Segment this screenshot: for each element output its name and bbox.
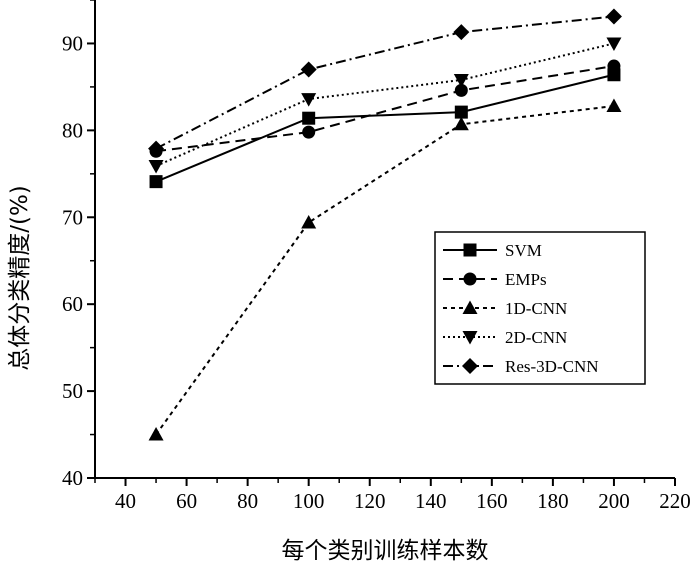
data-point-emps (454, 83, 468, 97)
x-axis-label: 每个类别训练样本数 (282, 538, 489, 564)
x-tick-label: 40 (115, 489, 136, 513)
y-tick-label: 80 (62, 118, 83, 142)
series-1d-cnn (148, 98, 622, 441)
series-svm (149, 68, 621, 189)
series-layer (148, 8, 622, 441)
x-tick-label: 200 (598, 489, 630, 513)
x-tick-label: 140 (415, 489, 447, 513)
series-line-2d-cnn (155, 42, 615, 167)
series-2d-cnn (148, 37, 622, 174)
series-line-emps (155, 65, 615, 153)
legend-marker-res-3d-cnn (462, 358, 478, 374)
data-point-svm (454, 105, 468, 119)
legend-label-2d-cnn: 2D-CNN (505, 328, 567, 347)
legend-marker-emps (463, 272, 477, 286)
data-point-emps (607, 59, 621, 73)
series-line-1d-cnn (155, 105, 615, 436)
x-tick-label: 120 (354, 489, 386, 513)
legend-label-emps: EMPs (505, 270, 547, 289)
data-point-res-3d-cnn (148, 140, 165, 157)
legend-label-1d-cnn: 1D-CNN (505, 299, 567, 318)
data-point-1d-cnn (148, 427, 164, 441)
data-point-svm (302, 111, 316, 125)
x-tick-label: 220 (659, 489, 691, 513)
legend-marker-svm (463, 243, 477, 257)
series-res-3d-cnn (148, 8, 622, 157)
legend-label-res-3d-cnn: Res-3D-CNN (505, 357, 599, 376)
data-point-svm (149, 175, 163, 189)
data-point-res-3d-cnn (605, 8, 622, 25)
data-point-res-3d-cnn (300, 61, 317, 78)
series-line-svm (155, 73, 615, 183)
data-point-res-3d-cnn (453, 24, 470, 41)
x-tick-label: 60 (176, 489, 197, 513)
axes (94, 0, 675, 479)
y-axis-label: 总体分类精度/(%) (7, 185, 33, 371)
data-point-2d-cnn (606, 37, 622, 51)
series-emps (149, 59, 621, 158)
x-tick-label: 80 (237, 489, 258, 513)
y-tick-label: 70 (62, 205, 83, 229)
y-tick-label: 40 (62, 466, 83, 490)
data-point-1d-cnn (606, 98, 622, 113)
data-point-1d-cnn (301, 214, 317, 229)
series-line-res-3d-cnn (155, 15, 615, 150)
ticks: 40 60 80 100 120 140 160 180 200 220 40 50 60 70 80 90 (62, 0, 691, 513)
legend-marker-2d-cnn (462, 331, 478, 345)
data-point-2d-cnn (148, 159, 164, 174)
x-tick-label: 160 (476, 489, 508, 513)
data-point-2d-cnn (301, 93, 317, 107)
legend-label-svm: SVM (505, 241, 542, 260)
data-point-1d-cnn (453, 116, 469, 131)
y-tick-label: 50 (62, 379, 83, 403)
y-tick-label: 90 (62, 31, 83, 55)
x-tick-label: 180 (537, 489, 569, 513)
legend: SVM EMPs 1D-CNN 2D-CNN Res-3D-CNN (434, 231, 646, 385)
data-point-emps (302, 125, 316, 139)
legend-marker-1d-cnn (462, 300, 478, 314)
y-tick-label: 60 (62, 292, 83, 316)
data-point-2d-cnn (453, 73, 469, 88)
x-tick-label: 100 (293, 489, 325, 513)
